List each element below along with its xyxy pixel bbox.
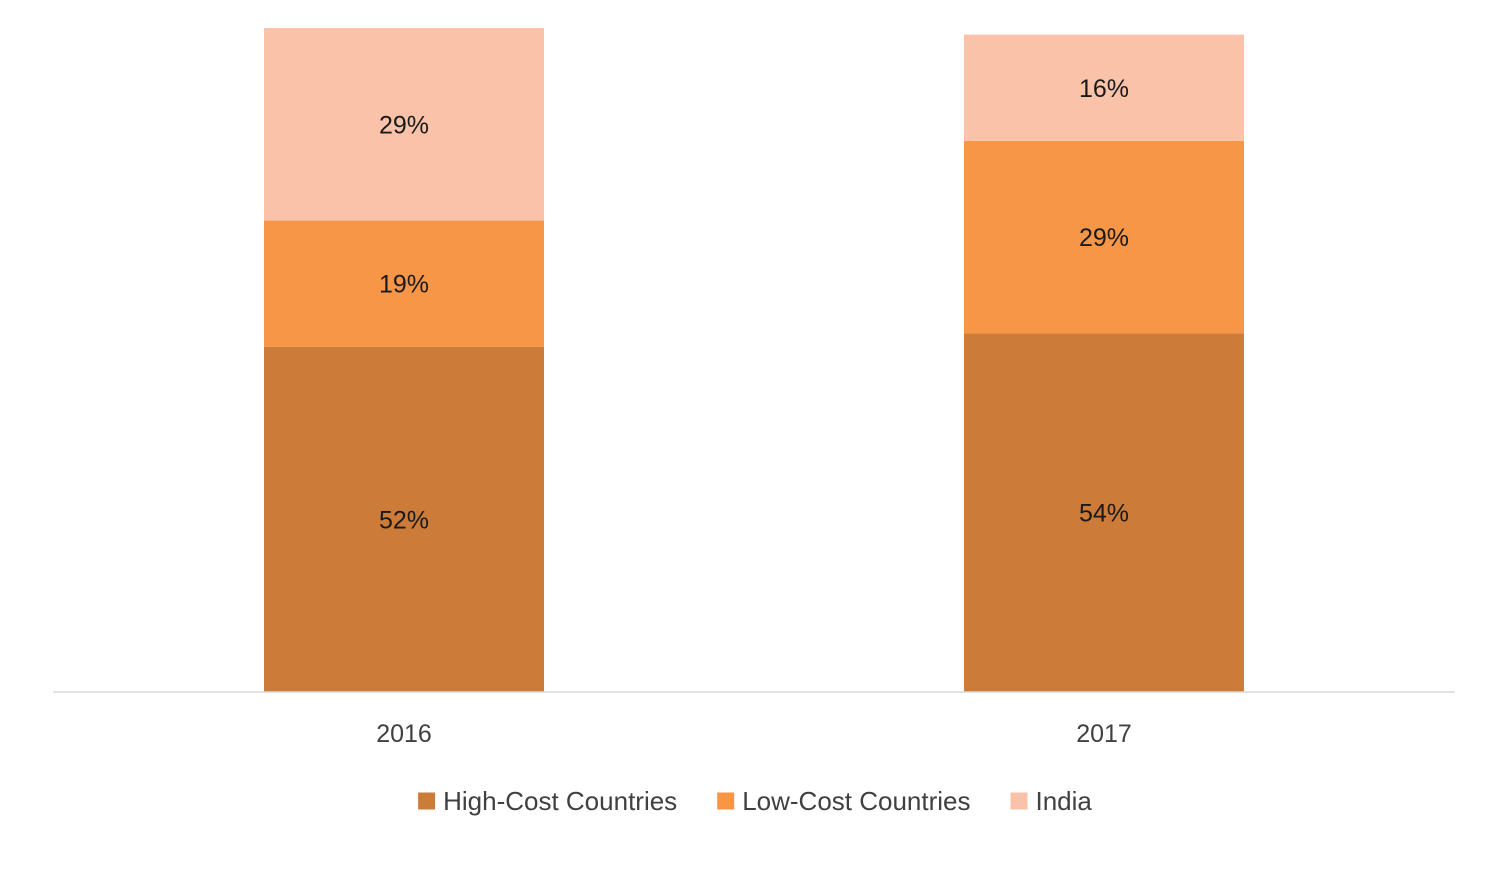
legend-swatch <box>1010 792 1028 810</box>
x-tick-labels-group: 2016 2017 <box>376 720 1132 748</box>
data-label-2017-high-cost-countries: 54% <box>1079 500 1129 528</box>
x-tick-label-2017: 2017 <box>1076 720 1132 748</box>
data-label-2017-low-cost-countries: 29% <box>1079 224 1129 252</box>
legend-item-india: India <box>1010 786 1093 816</box>
legend-label: High-Cost Countries <box>443 786 677 816</box>
bar-segment-2017-high-cost-countries <box>964 333 1244 692</box>
bars-group <box>264 28 1244 692</box>
data-label-2016-high-cost-countries: 52% <box>379 506 429 534</box>
legend-label: Low-Cost Countries <box>742 786 970 816</box>
bar-segment-2016-low-cost-countries <box>264 220 544 347</box>
bar-segment-2016-high-cost-countries <box>264 346 544 692</box>
legend-item-high-cost-countries: High-Cost Countries <box>418 786 677 816</box>
legend-item-low-cost-countries: Low-Cost Countries <box>717 786 971 816</box>
legend-label: India <box>1036 786 1093 816</box>
legend: High-Cost Countries Low-Cost Countries Ind… <box>418 786 1092 816</box>
data-label-2016-low-cost-countries: 19% <box>379 271 429 299</box>
legend-swatch <box>418 792 436 810</box>
legend-swatch <box>717 792 735 810</box>
bar-segment-2017-low-cost-countries <box>964 140 1244 334</box>
x-tick-label-2016: 2016 <box>376 720 432 748</box>
bar-segment-2017-india <box>964 34 1244 141</box>
bar-segment-2016-india <box>264 28 544 221</box>
segment-labels-group: 52% 19% 29% 54% 29% 16% <box>379 75 1129 535</box>
data-label-2016-india: 29% <box>379 111 429 139</box>
data-label-2017-india: 16% <box>1079 75 1129 103</box>
